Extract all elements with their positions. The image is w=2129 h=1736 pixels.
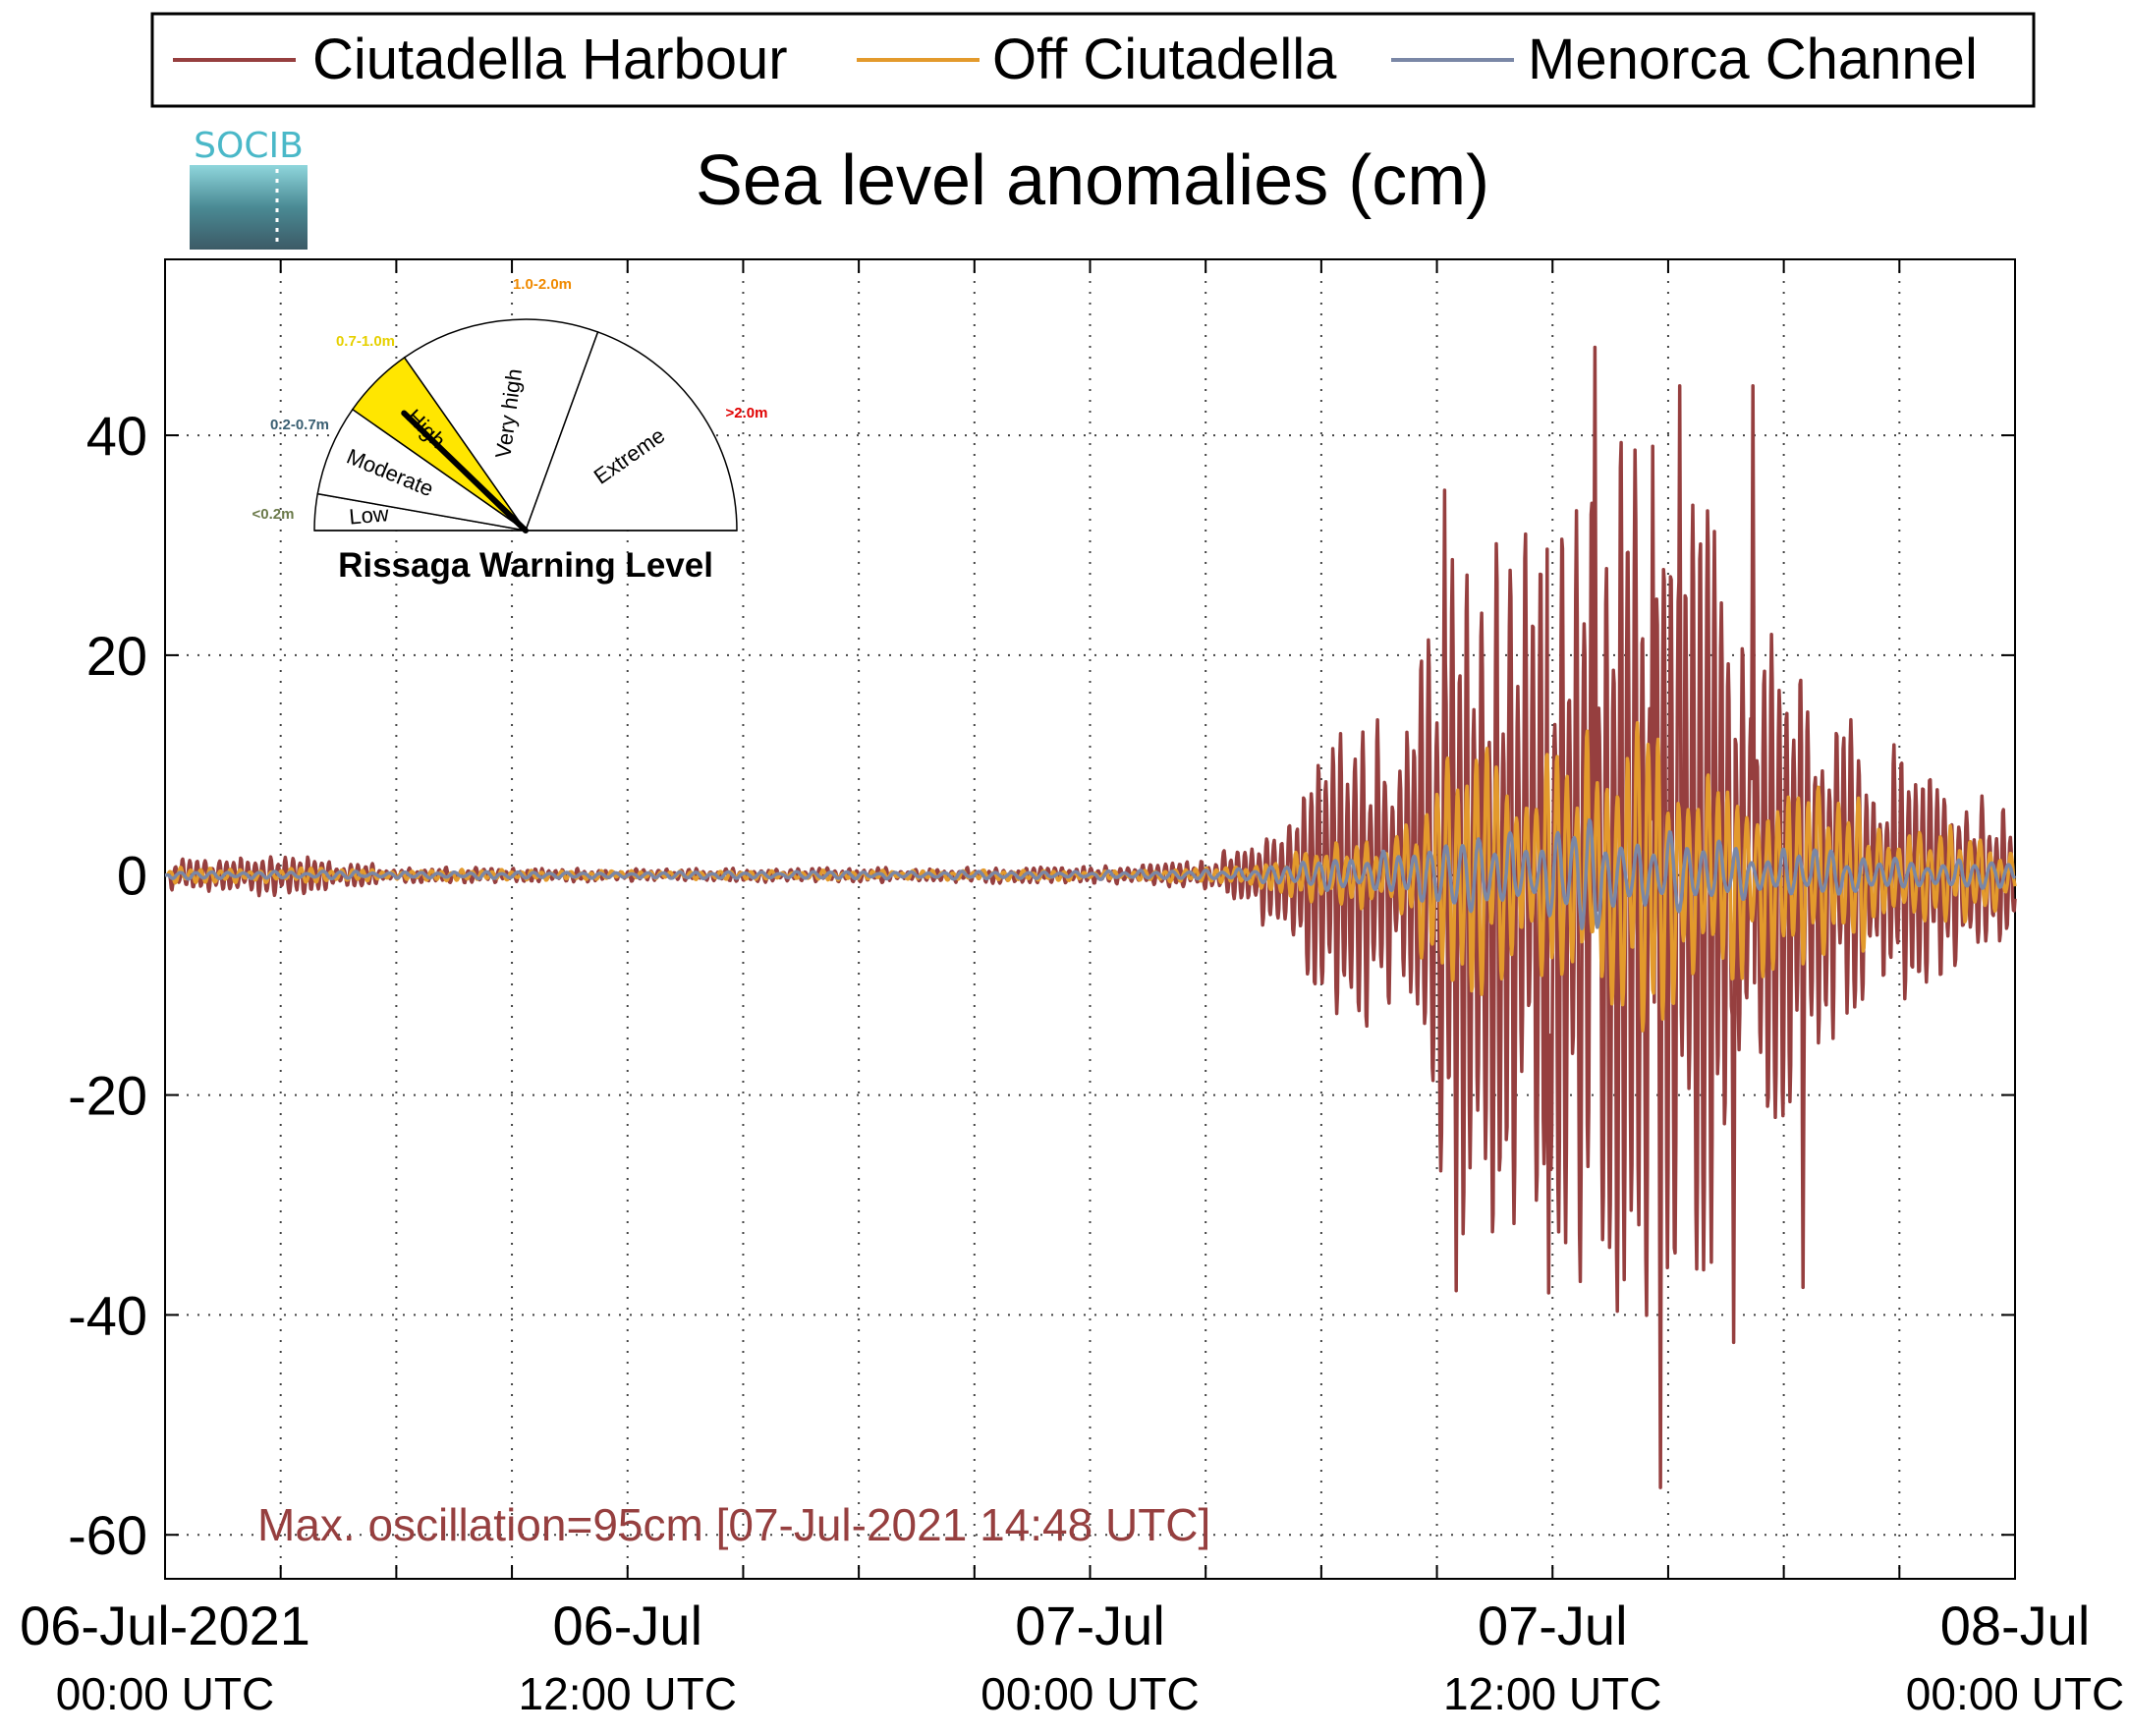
- legend: Ciutadella Harbour Off Ciutadella Menorc…: [150, 12, 2036, 108]
- y-tick-label: -40: [68, 1284, 147, 1346]
- x-tick-label: 06-Jul-2021: [20, 1595, 310, 1656]
- logo-text: SOCIB: [194, 126, 304, 166]
- legend-label-channel: Menorca Channel: [1528, 28, 1978, 91]
- gauge-range-label: 0.7-1.0m: [336, 333, 395, 350]
- x-tick-sublabel: 00:00 UTC: [980, 1668, 1199, 1719]
- x-tick-label: 07-Jul: [1015, 1595, 1165, 1656]
- legend-box: [150, 12, 2036, 108]
- gauge-level-name: Low: [348, 501, 389, 529]
- chart-title: Sea level anomalies (cm): [696, 141, 1489, 220]
- series-off-ciutadella: [164, 720, 2017, 1033]
- gauge-sector-4: [524, 331, 738, 532]
- x-tick-sublabel: 12:00 UTC: [519, 1668, 737, 1719]
- y-axis: 40 20 0 -20 -40 -60: [68, 405, 2015, 1566]
- x-tick-label: 06-Jul: [552, 1595, 702, 1656]
- gauge-range-label: >2.0m: [726, 405, 768, 421]
- x-tick-sublabel: 00:00 UTC: [1906, 1668, 2124, 1719]
- y-tick-label: -60: [68, 1504, 147, 1566]
- legend-label-off: Off Ciutadella: [992, 28, 1337, 91]
- gauge-sector-3: [403, 318, 599, 532]
- y-tick-label: 20: [86, 625, 147, 687]
- gauge-needle: [401, 410, 529, 533]
- series-group: [164, 345, 2017, 1489]
- series-menorca-channel: [164, 817, 2017, 930]
- gauge-range-label: <0.2m: [252, 506, 295, 523]
- legend-label-harbour: Ciutadella Harbour: [312, 28, 788, 91]
- x-tick-sublabel: 00:00 UTC: [56, 1668, 274, 1719]
- x-axis: 06-Jul-2021 00:00 UTC 06-Jul 12:00 UTC 07-Ju…: [20, 259, 2124, 1719]
- gauge-range-label: 1.0-2.0m: [513, 276, 572, 293]
- max-oscillation-annotation: Max. oscillation=95cm [07-Jul-2021 14:48…: [257, 1499, 1210, 1550]
- x-tick-sublabel: 12:00 UTC: [1443, 1668, 1661, 1719]
- socib-logo-icon: SOCIB: [190, 126, 308, 250]
- y-tick-label: 0: [117, 845, 147, 907]
- y-tick-label: 40: [86, 405, 147, 467]
- gauge-title: Rissaga Warning Level: [338, 546, 713, 585]
- y-tick-label: -20: [68, 1065, 147, 1127]
- x-tick-label: 08-Jul: [1940, 1595, 2091, 1656]
- x-tick-label: 07-Jul: [1478, 1595, 1628, 1656]
- gauge-range-label: 0.2-0.7m: [270, 417, 329, 433]
